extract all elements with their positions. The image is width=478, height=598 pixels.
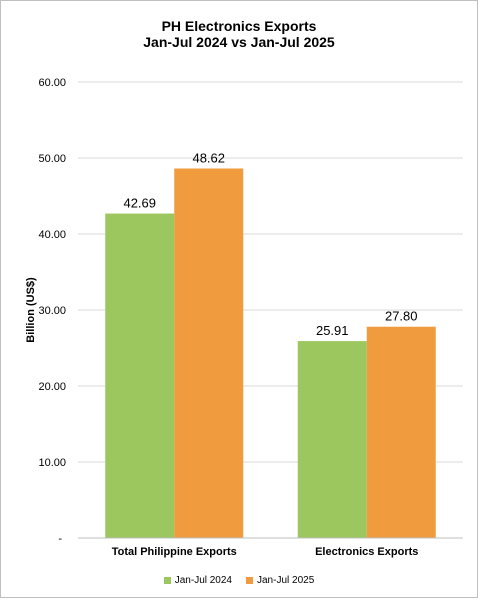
chart-title-line-1: PH Electronics Exports [161,18,317,34]
y-tick-label: 60.00 [38,77,66,89]
y-tick-label: 30.00 [38,305,66,317]
data-label: 27.80 [385,309,418,324]
y-tick-label: 10.00 [38,457,66,469]
legend-label-2024: Jan-Jul 2024 [174,575,232,586]
bar [297,341,367,538]
y-axis-label: Billion (US$) [25,277,37,343]
y-tick-label: 40.00 [38,229,66,241]
x-category-label: Total Philippine Exports [112,546,237,558]
data-label: 48.62 [192,150,225,165]
y-tick-label: - [58,533,62,545]
bar [174,168,244,538]
legend-item-2025: Jan-Jul 2025 [246,575,314,586]
chart-legend: Jan-Jul 2024 Jan-Jul 2025 [0,575,478,586]
y-tick-label: 50.00 [38,153,66,165]
bar [366,326,436,538]
y-tick-label: 20.00 [38,381,66,393]
data-label: 42.69 [123,196,156,211]
chart-title-line-2: Jan-Jul 2024 vs Jan-Jul 2025 [143,34,335,50]
legend-swatch-2025 [246,577,253,584]
data-label: 25.91 [316,323,349,338]
bar [105,213,175,538]
legend-label-2025: Jan-Jul 2025 [257,575,315,586]
x-category-label: Electronics Exports [315,546,418,558]
legend-swatch-2024 [163,577,171,584]
legend-item-2024: Jan-Jul 2024 [163,575,232,586]
